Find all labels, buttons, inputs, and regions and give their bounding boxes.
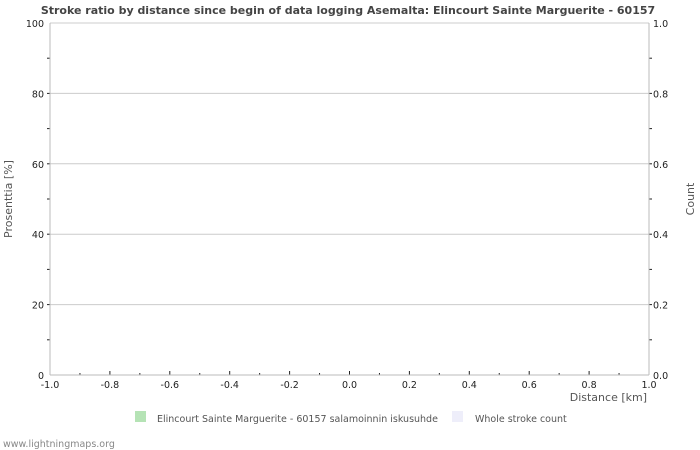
x-tick-label: 0.0	[342, 380, 357, 391]
x-tick-label: 0.8	[582, 380, 597, 391]
x-tick-label: 0.6	[522, 380, 537, 391]
y2-tick-label: 0.0	[653, 371, 668, 382]
y-tick-label: 40	[32, 230, 44, 241]
y2-tick-label: 0.6	[653, 160, 668, 171]
y-axis-label: Prosenttia [%]	[2, 160, 15, 238]
legend-label-count: Whole stroke count	[475, 414, 567, 425]
y-tick-label: 60	[32, 160, 44, 171]
chart-title: Stroke ratio by distance since begin of …	[41, 4, 655, 17]
axes: 0 0.0 20 0.2 40 0.4 60 0.6 80 0.8 100 1.0 -1.0 -0.8 -0…	[26, 19, 668, 391]
y-tick-label: 20	[32, 301, 44, 312]
y-tick-label: 0	[38, 371, 44, 382]
y-tick-label: 80	[32, 89, 44, 100]
y2-tick-label: 0.2	[653, 301, 668, 312]
footer-credit: www.lightningmaps.org	[3, 439, 115, 450]
x-tick-label: 0.2	[402, 380, 417, 391]
y-tick-label: 100	[26, 19, 44, 30]
legend-swatch-count	[452, 411, 463, 422]
x-tick-label: -0.6	[161, 380, 180, 391]
x-tick-label: 1.0	[641, 380, 656, 391]
y2-axis-label: Count	[684, 182, 697, 215]
y2-tick-label: 1.0	[653, 19, 668, 30]
legend-swatch-ratio	[135, 411, 146, 422]
x-tick-label: -1.0	[41, 380, 60, 391]
grid	[50, 22, 649, 306]
y2-tick-label: 0.8	[653, 89, 668, 100]
x-tick-label: -0.2	[280, 380, 299, 391]
x-tick-label: 0.4	[462, 380, 477, 391]
x-tick-label: -0.4	[220, 380, 239, 391]
y2-tick-label: 0.4	[653, 230, 668, 241]
legend-label-ratio: Elincourt Sainte Marguerite - 60157 sala…	[157, 414, 438, 425]
x-axis-label: Distance [km]	[570, 391, 647, 404]
x-tick-label: -0.8	[101, 380, 120, 391]
